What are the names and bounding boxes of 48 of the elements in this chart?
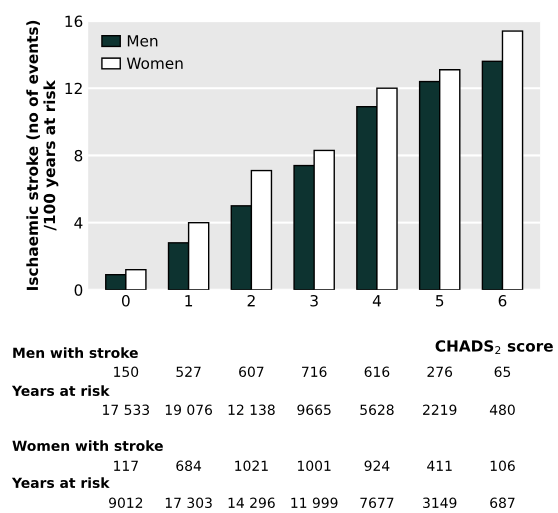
text: 716 <box>302 366 327 378</box>
text: 17 303 <box>166 498 212 508</box>
text: 3149 <box>423 498 456 508</box>
text: 17 533 <box>103 404 150 416</box>
x-tick-label: 0 <box>122 294 130 307</box>
y-tick-label: 16 <box>66 16 82 28</box>
text: 527 <box>176 366 201 378</box>
text: 14 296 <box>228 498 275 508</box>
text: 2219 <box>423 404 456 416</box>
text: Women with stroke <box>12 440 163 452</box>
x-axis-title: CHADS$_{2}$ score <box>436 340 553 354</box>
text: Years at risk <box>12 385 110 396</box>
text: 9012 <box>109 498 142 508</box>
text: 5628 <box>360 404 394 416</box>
text: 9665 <box>297 404 331 416</box>
text: 411 <box>427 460 452 471</box>
y-tick-label: 0 <box>74 284 82 296</box>
text: 12 138 <box>228 404 275 416</box>
y-tick-label: 4 <box>74 217 82 228</box>
text: 7677 <box>360 498 394 508</box>
text: 117 <box>114 460 138 471</box>
text: 1021 <box>235 460 268 472</box>
legend-label: Women <box>126 58 183 70</box>
text: 616 <box>364 366 390 378</box>
x-tick-label: 3 <box>310 294 318 307</box>
text: 607 <box>239 366 264 378</box>
x-tick-label: 2 <box>248 294 255 306</box>
text: 687 <box>490 498 515 508</box>
text: 150 <box>114 366 138 378</box>
y-axis-title: Ischaemic stroke (no of events) /100 years at risk <box>26 20 58 290</box>
text: 276 <box>427 366 452 378</box>
text: 924 <box>364 460 390 472</box>
x-tick-label: 1 <box>185 295 192 306</box>
x-tick-label: 6 <box>498 294 506 307</box>
text: Years at risk <box>12 477 110 488</box>
text: 106 <box>490 460 515 472</box>
x-tick-label: 4 <box>372 295 381 306</box>
text: Men with stroke <box>13 347 138 358</box>
text: 1001 <box>298 460 331 472</box>
y-tick-label: 12 <box>66 82 82 94</box>
text: 19 076 <box>166 404 212 416</box>
y-tick-label: 8 <box>74 150 82 162</box>
text: 11 999 <box>291 498 338 508</box>
text: 684 <box>176 460 202 472</box>
x-tick-label: 5 <box>436 295 444 307</box>
text: 480 <box>490 404 515 416</box>
legend-label: Men <box>128 35 158 47</box>
text: 65 <box>494 366 510 378</box>
